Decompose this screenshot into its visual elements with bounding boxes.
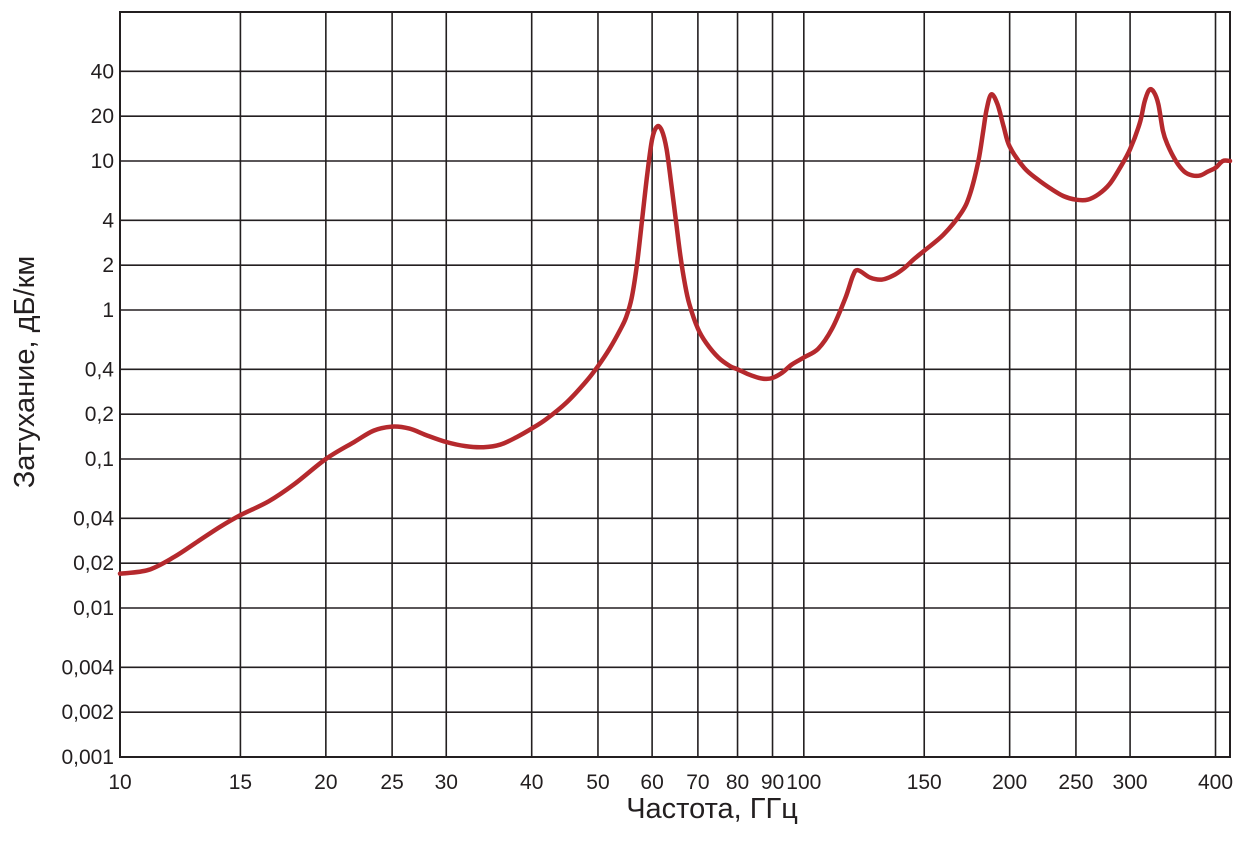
y-tick-label: 0,004 (61, 656, 114, 679)
x-tick-label: 400 (1198, 771, 1233, 794)
y-tick-label: 40 (91, 60, 114, 83)
y-tick-label: 4 (102, 209, 114, 232)
x-tick-label: 250 (1058, 771, 1093, 794)
y-tick-labels: 0,001 0,002 0,004 0,01 0,02 0,04 0,1 0,2 0,4 1 2 4 1… (61, 60, 114, 769)
x-tick-labels: 10 15 20 25 30 40 50 60 70 80 90 100 150 200 250 300 400 (108, 771, 1233, 794)
grid (119, 12, 1230, 758)
x-tick-label: 100 (786, 771, 821, 794)
x-tick-label: 30 (435, 771, 458, 794)
x-tick-label: 15 (229, 771, 252, 794)
y-tick-label: 0,01 (73, 597, 114, 620)
x-tick-label: 200 (992, 771, 1027, 794)
x-tick-label: 10 (108, 771, 131, 794)
x-tick-label: 25 (380, 771, 403, 794)
y-tick-label: 0,02 (73, 552, 114, 575)
y-tick-label: 10 (91, 150, 114, 173)
x-tick-label: 70 (686, 771, 709, 794)
plot-frame (119, 11, 1231, 758)
x-tick-label: 90 (761, 771, 784, 794)
x-tick-label: 50 (586, 771, 609, 794)
x-tick-label: 20 (314, 771, 337, 794)
y-tick-label: 0,2 (85, 403, 114, 426)
y-tick-label: 20 (91, 105, 114, 128)
y-tick-label: 0,002 (61, 701, 114, 724)
y-tick-label: 2 (102, 254, 114, 277)
y-tick-label: 0,1 (85, 448, 114, 471)
attenuation-series-line (117, 86, 1233, 576)
y-tick-label: 0,4 (85, 358, 115, 381)
x-axis-title: Частота, ГГц (626, 793, 798, 825)
x-tick-label: 80 (726, 771, 749, 794)
y-tick-label: 0,04 (73, 507, 114, 530)
x-tick-label: 300 (1113, 771, 1148, 794)
y-tick-label: 1 (102, 299, 114, 322)
x-tick-label: 150 (907, 771, 942, 794)
y-tick-label: 0,001 (61, 746, 114, 769)
x-tick-label: 40 (520, 771, 543, 794)
x-tick-label: 60 (640, 771, 663, 794)
y-axis-title: Затухание, дБ/км (9, 256, 41, 489)
